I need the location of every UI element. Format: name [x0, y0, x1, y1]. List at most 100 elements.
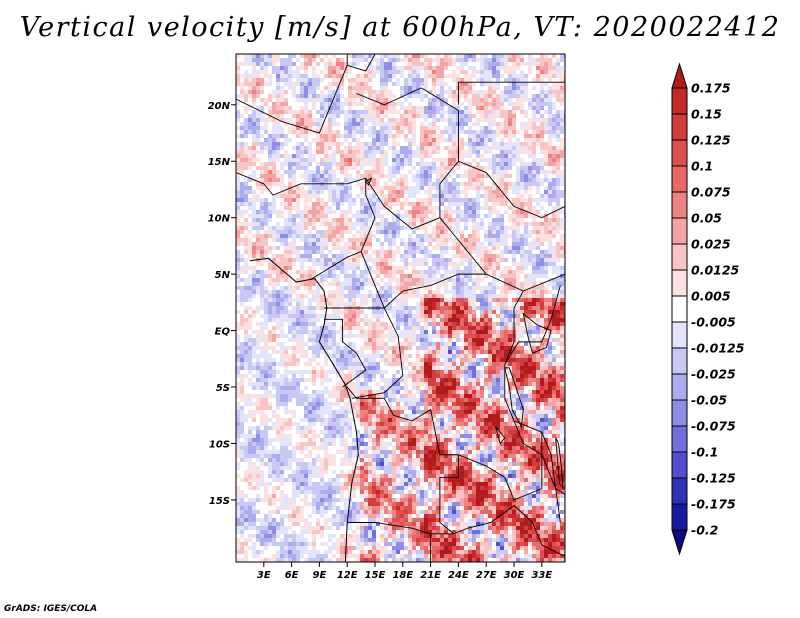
- field-cell: [404, 262, 408, 266]
- field-cell: [248, 142, 252, 146]
- field-cell: [452, 126, 456, 130]
- field-cell: [388, 250, 392, 254]
- field-cell: [556, 130, 560, 134]
- field-cell: [396, 154, 400, 158]
- field-cell: [484, 262, 488, 266]
- field-cell: [400, 262, 404, 266]
- field-cell: [328, 62, 332, 66]
- field-cell: [384, 222, 388, 226]
- field-cell: [236, 110, 240, 114]
- field-cell: [276, 178, 280, 182]
- field-cell: [296, 170, 300, 174]
- field-cell: [344, 82, 348, 86]
- field-cell: [376, 106, 380, 110]
- field-cell: [532, 202, 536, 206]
- field-cell: [408, 238, 412, 242]
- field-cell: [504, 150, 508, 154]
- field-cell: [236, 234, 240, 238]
- field-cell: [388, 98, 392, 102]
- field-cell: [316, 154, 320, 158]
- field-cell: [480, 210, 484, 214]
- field-cell: [440, 94, 444, 98]
- field-cell: [452, 82, 456, 86]
- field-cell: [436, 234, 440, 238]
- field-cell: [460, 254, 464, 258]
- field-cell: [304, 202, 308, 206]
- field-cell: [324, 150, 328, 154]
- field-cell: [484, 82, 488, 86]
- field-cell: [252, 90, 256, 94]
- field-cell: [400, 206, 404, 210]
- field-cell: [516, 286, 520, 290]
- field-cell: [508, 54, 512, 58]
- field-cell: [280, 210, 284, 214]
- field-cell: [324, 86, 328, 90]
- field-cell: [476, 82, 480, 86]
- field-cell: [256, 190, 260, 194]
- field-cell: [236, 186, 240, 190]
- field-cell: [520, 174, 524, 178]
- field-cell: [376, 66, 380, 70]
- field-cell: [296, 186, 300, 190]
- field-cell: [544, 134, 548, 138]
- field-cell: [416, 174, 420, 178]
- field-cell: [304, 62, 308, 66]
- field-cell: [364, 86, 368, 90]
- field-cell: [236, 254, 240, 258]
- field-cell: [480, 218, 484, 222]
- field-cell: [432, 126, 436, 130]
- field-cell: [492, 210, 496, 214]
- field-cell: [300, 246, 304, 250]
- field-cell: [476, 66, 480, 70]
- field-cell: [280, 174, 284, 178]
- field-cell: [528, 234, 532, 238]
- field-cell: [320, 190, 324, 194]
- field-cell: [240, 226, 244, 230]
- field-cell: [380, 290, 384, 294]
- field-cell: [348, 66, 352, 70]
- field-cell: [348, 134, 352, 138]
- field-cell: [556, 190, 560, 194]
- field-cell: [348, 114, 352, 118]
- field-cell: [412, 246, 416, 250]
- field-cell: [556, 258, 560, 262]
- field-cell: [500, 158, 504, 162]
- field-cell: [452, 110, 456, 114]
- field-cell: [304, 254, 308, 258]
- field-cell: [252, 246, 256, 250]
- field-cell: [296, 230, 300, 234]
- field-cell: [276, 278, 280, 282]
- field-cell: [336, 218, 340, 222]
- field-cell: [540, 258, 544, 262]
- field-cell: [452, 158, 456, 162]
- field-cell: [512, 178, 516, 182]
- field-cell: [336, 54, 340, 58]
- field-cell: [480, 78, 484, 82]
- field-cell: [264, 170, 268, 174]
- field-cell: [508, 274, 512, 278]
- field-cell: [548, 214, 552, 218]
- field-cell: [556, 278, 560, 282]
- field-cell: [244, 198, 248, 202]
- field-cell: [236, 226, 240, 230]
- field-cell: [412, 282, 416, 286]
- field-cell: [344, 102, 348, 106]
- field-cell: [532, 86, 536, 90]
- field-cell: [444, 122, 448, 126]
- field-cell: [372, 230, 376, 234]
- field-cell: [444, 146, 448, 150]
- field-cell: [372, 142, 376, 146]
- field-cell: [288, 282, 292, 286]
- field-cell: [324, 162, 328, 166]
- field-cell: [552, 234, 556, 238]
- field-cell: [368, 174, 372, 178]
- field-cell: [504, 242, 508, 246]
- field-cell: [448, 258, 452, 262]
- field-cell: [244, 146, 248, 150]
- field-cell: [552, 178, 556, 182]
- field-cell: [360, 178, 364, 182]
- field-cell: [320, 126, 324, 130]
- field-cell: [432, 122, 436, 126]
- field-cell: [560, 138, 564, 142]
- field-cell: [264, 266, 268, 270]
